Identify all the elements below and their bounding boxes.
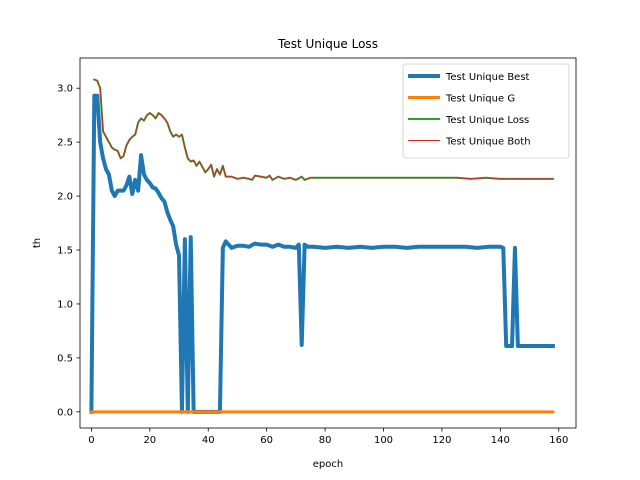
x-tick-label: 0 (88, 435, 94, 446)
y-axis: 0.0 0.5 1.0 1.5 2.0 2.5 3.0 (57, 84, 80, 418)
x-tick-label: 140 (491, 435, 510, 446)
y-tick-label: 1.5 (57, 246, 73, 257)
y-tick-label: 0.0 (57, 407, 73, 418)
y-tick-label: 0.5 (57, 353, 73, 364)
legend: Test Unique Best Test Unique G Test Unique… (402, 63, 570, 159)
x-tick-label: 60 (260, 435, 273, 446)
legend-label: Test Unique G (445, 93, 515, 104)
x-tick-label: 120 (432, 435, 451, 446)
x-tick-label: 20 (143, 435, 156, 446)
x-tick-label: 80 (319, 435, 332, 446)
y-tick-label: 2.5 (57, 138, 73, 149)
legend-label: Test Unique Best (445, 72, 530, 83)
chart-title: Test Unique Loss (277, 37, 378, 51)
x-tick-label: 40 (202, 435, 215, 446)
series-line-4 (93, 78, 554, 181)
x-axis: 0 20 40 60 80 100 120 140 160 (88, 428, 568, 446)
legend-label: Test Unique Loss (445, 115, 529, 126)
x-tick-label: 160 (549, 435, 568, 446)
y-tick-label: 2.0 (57, 192, 73, 203)
legend-label: Test Unique Both (445, 136, 531, 147)
plot-frame (79, 57, 577, 429)
series-line-1 (89, 93, 555, 414)
y-tick-label: 3.0 (57, 84, 73, 95)
x-axis-title: epoch (313, 459, 343, 470)
y-tick-label: 1.0 (57, 299, 73, 310)
legend-box (402, 63, 570, 159)
series-layer (89, 78, 555, 414)
y-axis-title: th (32, 238, 43, 248)
x-tick-label: 100 (374, 435, 393, 446)
